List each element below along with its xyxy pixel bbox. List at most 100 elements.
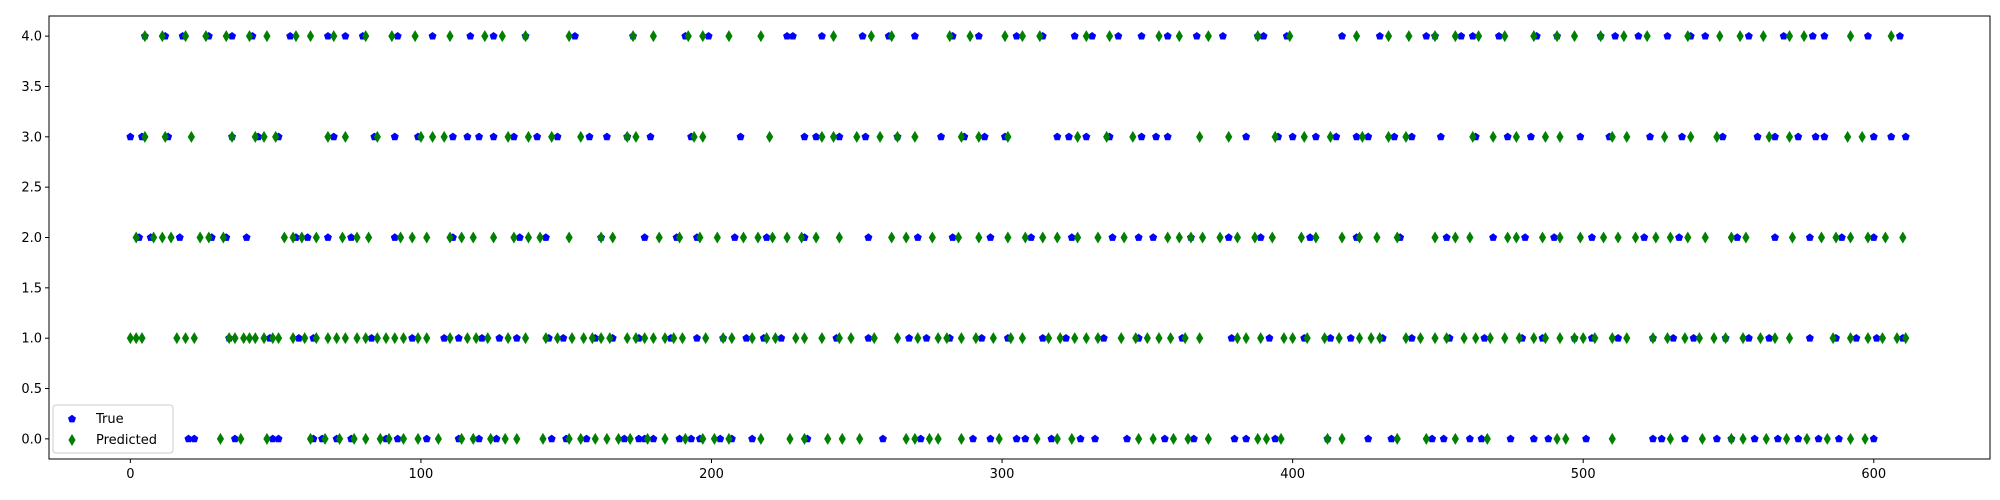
point-predicted <box>1074 231 1082 244</box>
point-predicted <box>1466 231 1474 244</box>
point-predicted <box>975 130 983 143</box>
point-predicted <box>1765 130 1773 143</box>
point-predicted <box>702 332 710 345</box>
point-true <box>1224 233 1233 241</box>
point-true <box>489 31 498 40</box>
point-predicted <box>1216 231 1224 244</box>
point-predicted <box>847 332 855 345</box>
point-predicted <box>423 332 431 345</box>
point-predicted <box>376 432 384 445</box>
point-true <box>1306 233 1315 241</box>
point-predicted <box>1004 130 1012 143</box>
point-predicted <box>414 332 422 345</box>
point-true <box>1271 434 1280 443</box>
point-predicted <box>739 231 748 244</box>
point-predicted <box>1198 231 1207 244</box>
point-predicted <box>1451 432 1459 445</box>
point-predicted <box>1504 231 1512 244</box>
legend-marker-predicted <box>68 434 76 446</box>
point-true <box>1773 434 1782 443</box>
point-true <box>475 132 484 141</box>
point-true <box>800 132 809 141</box>
point-predicted <box>1094 231 1102 244</box>
point-predicted <box>632 130 640 143</box>
point-true <box>716 434 725 443</box>
point-true <box>190 434 199 443</box>
point-predicted <box>1431 231 1439 244</box>
point-true <box>1192 31 1201 40</box>
point-predicted <box>1716 30 1724 43</box>
point-predicted <box>867 30 875 43</box>
point-true <box>585 132 594 141</box>
point-predicted <box>269 332 277 345</box>
point-true <box>393 434 402 443</box>
point-predicted <box>995 432 1003 445</box>
point-predicted <box>853 130 861 143</box>
point-true <box>1062 333 1070 342</box>
point-true <box>1123 434 1131 443</box>
point-true <box>1640 233 1649 241</box>
point-true <box>341 31 350 40</box>
point-true <box>1744 31 1753 40</box>
point-predicted <box>138 332 146 345</box>
point-predicted <box>524 130 533 143</box>
point-predicted <box>829 30 838 43</box>
point-predicted <box>728 332 736 345</box>
point-true <box>489 132 498 141</box>
point-predicted <box>902 231 910 244</box>
point-predicted <box>263 30 271 43</box>
point-true <box>1082 132 1091 141</box>
point-true <box>390 132 399 141</box>
point-predicted <box>902 432 910 445</box>
point-true <box>1242 132 1251 141</box>
point-predicted <box>946 30 954 43</box>
point-predicted <box>513 432 521 445</box>
point-predicted <box>1739 332 1747 345</box>
point-predicted <box>1649 332 1657 345</box>
point-true <box>541 233 550 241</box>
point-predicted <box>1823 432 1831 445</box>
point-predicted <box>158 231 166 244</box>
point-predicted <box>597 332 605 345</box>
point-predicted <box>216 432 225 445</box>
point-predicted <box>818 130 826 143</box>
point-true <box>1770 132 1779 141</box>
point-predicted <box>957 130 965 143</box>
point-predicted <box>1355 332 1364 345</box>
point-true <box>646 132 655 141</box>
point-predicted <box>1355 231 1364 244</box>
point-predicted <box>498 30 506 43</box>
point-predicted <box>957 332 965 345</box>
point-predicted <box>1756 332 1765 345</box>
point-true <box>475 434 484 443</box>
point-predicted <box>458 432 466 445</box>
point-true <box>477 333 486 342</box>
point-predicted <box>504 130 512 143</box>
point-predicted <box>643 432 652 445</box>
point-predicted <box>1556 332 1564 345</box>
point-predicted <box>132 231 140 244</box>
point-predicted <box>1788 231 1797 244</box>
point-true <box>1701 31 1710 40</box>
point-true <box>1390 132 1399 141</box>
point-predicted <box>1608 332 1616 345</box>
point-predicted <box>205 231 213 244</box>
point-predicted <box>1681 332 1689 345</box>
point-predicted <box>1135 432 1143 445</box>
point-predicted <box>1143 332 1151 345</box>
point-predicted <box>1155 30 1163 43</box>
point-predicted <box>1074 130 1082 143</box>
series-true <box>126 31 1910 443</box>
legend-box <box>52 404 174 454</box>
point-predicted <box>1902 332 1910 345</box>
point-predicted <box>245 332 254 345</box>
point-predicted <box>548 130 556 143</box>
point-predicted <box>1053 432 1061 445</box>
point-true <box>1550 233 1559 241</box>
point-predicted <box>434 432 442 445</box>
point-true <box>1779 31 1788 40</box>
point-predicted <box>1373 231 1381 244</box>
point-predicted <box>1251 231 1259 244</box>
point-predicted <box>1338 432 1346 445</box>
point-predicted <box>1710 332 1718 345</box>
